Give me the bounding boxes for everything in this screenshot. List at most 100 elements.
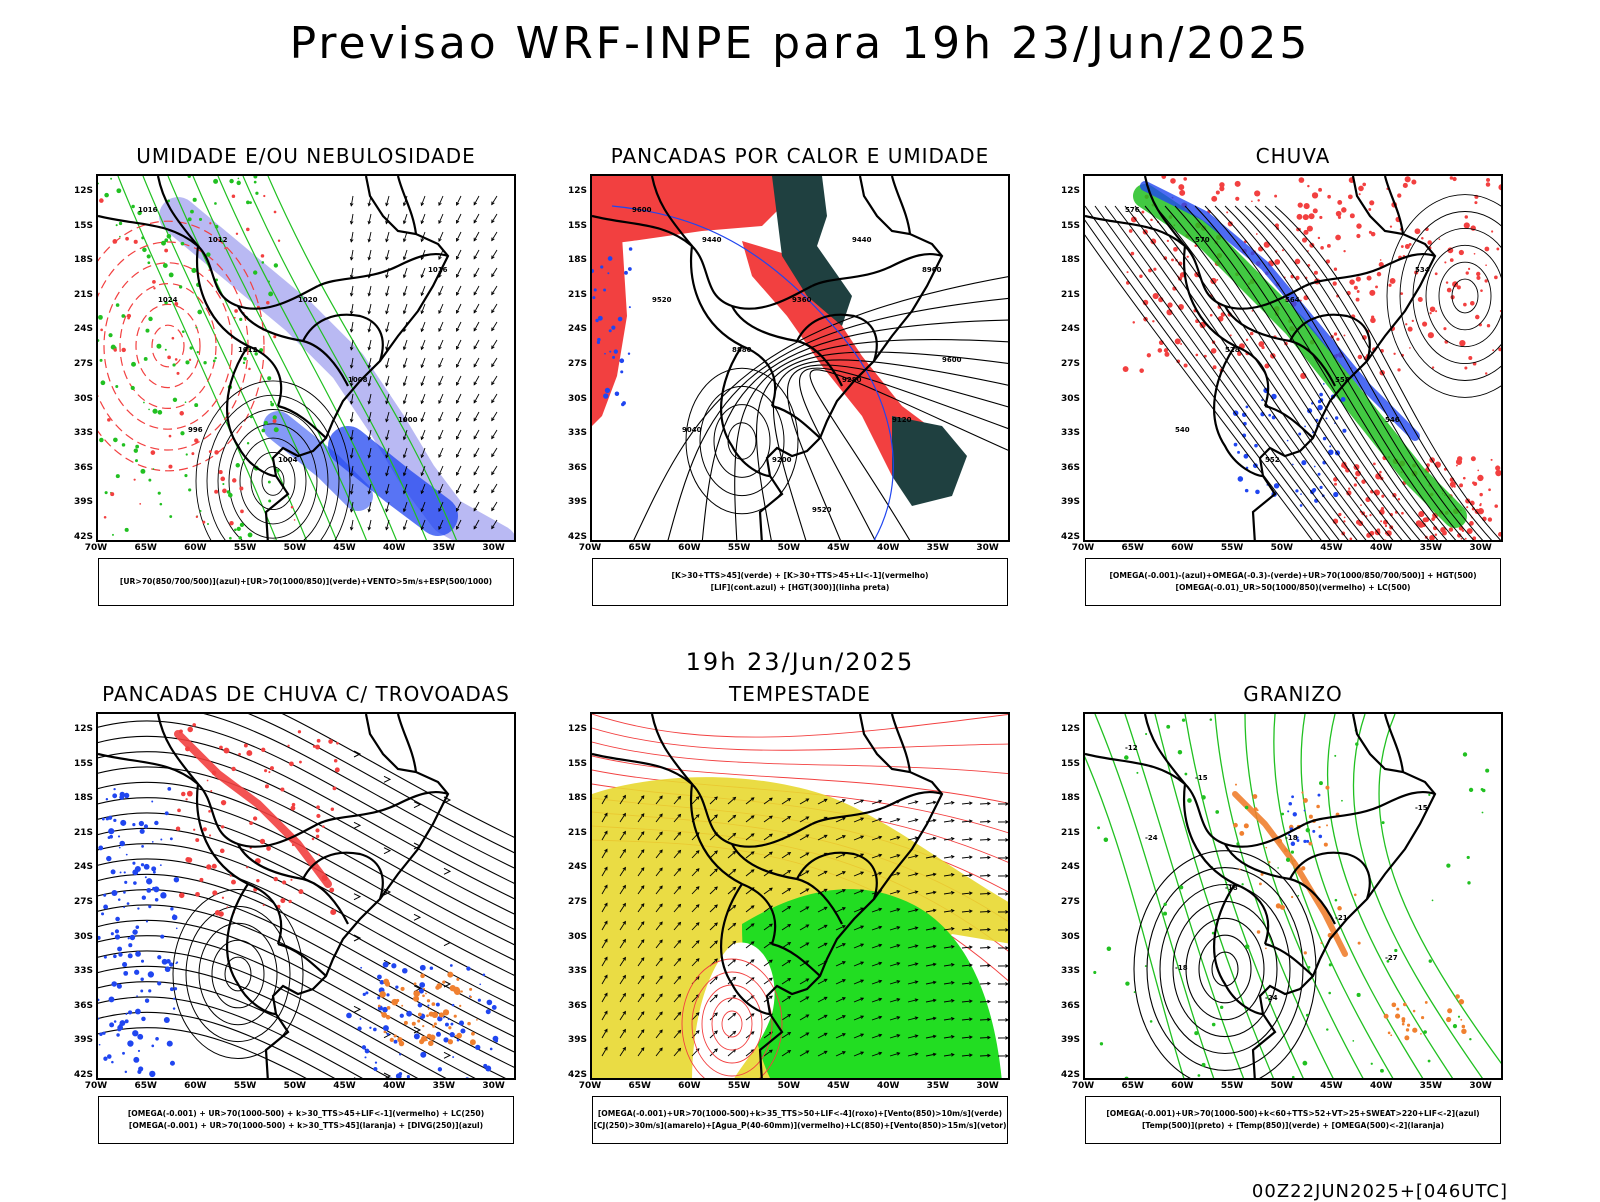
lat-tick-label: 15S [1050, 221, 1080, 231]
lat-tick-label: 33S [63, 966, 93, 976]
lon-tick-label: 70W [575, 1081, 605, 1091]
contour-label: 528 [1225, 346, 1240, 354]
lat-tick-label: 30S [1050, 394, 1080, 404]
lon-tick-label: 55W [724, 543, 754, 553]
lat-tick-label: 33S [1050, 428, 1080, 438]
legend-line: [K>30+TTS>45](verde) + [K>30+TTS>45+LI<-… [671, 570, 928, 582]
contour-label: 1012 [208, 236, 227, 244]
model-run-label: 00Z22JUN2025+[046UTC] [1252, 1181, 1508, 1202]
lon-tick-label: 35W [1416, 1081, 1446, 1091]
contour-label: 9280 [842, 376, 861, 384]
contour-label: 552 [1265, 456, 1280, 464]
contour-label: 9440 [852, 236, 871, 244]
legend-granizo: [OMEGA(-0.001)+UR>70(1000-500)+k<60+TTS>… [1085, 1096, 1501, 1144]
lat-tick-label: 36S [63, 1001, 93, 1011]
legend-line: [OMEGA(-0.001) + UR>70(1000-500) + k>30_… [128, 1108, 484, 1120]
lat-tick-label: 18S [557, 793, 587, 803]
contour-label: 9120 [892, 416, 911, 424]
contour-label: 9200 [772, 456, 791, 464]
lat-tick-label: 24S [557, 862, 587, 872]
lat-tick-label: 33S [557, 966, 587, 976]
lat-tick-label: 27S [1050, 359, 1080, 369]
lat-tick-label: 42S [63, 1070, 93, 1080]
contour-label: 564 [1285, 296, 1300, 304]
lat-tick-label: 12S [557, 186, 587, 196]
legend-line: [OMEGA(-0.01)_UR>50(1000/850)(vermelho) … [1176, 582, 1411, 594]
map-panel-trovoadas [96, 712, 516, 1080]
legend-line: [Temp(500)](preto) + [Temp(850)](verde) … [1142, 1120, 1444, 1132]
lon-tick-label: 55W [1217, 543, 1247, 553]
lon-tick-label: 35W [429, 543, 459, 553]
lon-tick-label: 30W [479, 1081, 509, 1091]
contour-label: -15 [1195, 774, 1208, 782]
lat-tick-label: 33S [1050, 966, 1080, 976]
panel-title-chuva: CHUVA [1083, 144, 1503, 168]
panel-title-granizo: GRANIZO [1083, 682, 1503, 706]
contour-label: 576 [1125, 206, 1140, 214]
lon-tick-label: 50W [280, 543, 310, 553]
lat-tick-label: 24S [63, 324, 93, 334]
lon-tick-label: 55W [1217, 1081, 1247, 1091]
legend-umidade: [UR>70(850/700/500)](azul)+[UR>70(1000/8… [98, 558, 514, 606]
contour-label: 1024 [158, 296, 177, 304]
lon-tick-label: 60W [180, 543, 210, 553]
contour-label: 1016 [138, 206, 157, 214]
lat-tick-label: 30S [63, 394, 93, 404]
contour-label: -21 [1335, 914, 1348, 922]
lat-tick-label: 36S [557, 463, 587, 473]
contour-label: 540 [1175, 426, 1190, 434]
lon-tick-label: 50W [774, 1081, 804, 1091]
lat-tick-label: 15S [63, 759, 93, 769]
contour-label: 9040 [682, 426, 701, 434]
legend-line: [CJ(250)>30m/s](amarelo)+[Agua_P(40-60mm… [593, 1120, 1006, 1132]
lat-tick-label: 27S [1050, 897, 1080, 907]
lon-tick-label: 65W [1118, 543, 1148, 553]
lon-tick-label: 65W [131, 543, 161, 553]
map-plot-tempestade [592, 714, 1010, 1080]
lon-tick-label: 35W [1416, 543, 1446, 553]
lat-tick-label: 21S [557, 828, 587, 838]
lat-tick-label: 24S [1050, 862, 1080, 872]
lon-tick-label: 30W [1466, 543, 1496, 553]
lat-tick-label: 24S [557, 324, 587, 334]
contour-label: -12 [1125, 744, 1138, 752]
lat-tick-label: 27S [557, 897, 587, 907]
lon-tick-label: 45W [824, 543, 854, 553]
legend-trovoadas: [OMEGA(-0.001) + UR>70(1000-500) + k>30_… [98, 1096, 514, 1144]
contour-label: -24 [1265, 994, 1278, 1002]
lat-tick-label: 18S [63, 255, 93, 265]
lon-tick-label: 70W [81, 1081, 111, 1091]
lon-tick-label: 40W [873, 1081, 903, 1091]
lon-tick-label: 65W [625, 1081, 655, 1091]
lon-tick-label: 65W [131, 1081, 161, 1091]
lat-tick-label: 21S [557, 290, 587, 300]
contour-label: -18 [1285, 834, 1298, 842]
lat-tick-label: 30S [63, 932, 93, 942]
lat-tick-label: 15S [557, 221, 587, 231]
lon-tick-label: 70W [1068, 1081, 1098, 1091]
legend-line: [UR>70(850/700/500)](azul)+[UR>70(1000/8… [120, 576, 492, 588]
lat-tick-label: 18S [557, 255, 587, 265]
lat-tick-label: 18S [63, 793, 93, 803]
contour-label: 8960 [922, 266, 941, 274]
lon-tick-label: 40W [1366, 543, 1396, 553]
lat-tick-label: 30S [1050, 932, 1080, 942]
lon-tick-label: 45W [1317, 543, 1347, 553]
panel-title-umidade: UMIDADE E/OU NEBULOSIDADE [96, 144, 516, 168]
lat-tick-label: 39S [1050, 1035, 1080, 1045]
lon-tick-label: 35W [923, 543, 953, 553]
lat-tick-label: 12S [63, 186, 93, 196]
lat-tick-label: 18S [1050, 793, 1080, 803]
panel-title-tempestade: TEMPESTADE [590, 682, 1010, 706]
lon-tick-label: 55W [230, 1081, 260, 1091]
lat-tick-label: 24S [63, 862, 93, 872]
lon-tick-label: 70W [575, 543, 605, 553]
map-panel-tempestade [590, 712, 1010, 1080]
lat-tick-label: 12S [63, 724, 93, 734]
lon-tick-label: 50W [774, 543, 804, 553]
lat-tick-label: 36S [1050, 1001, 1080, 1011]
contour-label: 1012 [238, 346, 257, 354]
contour-label: 9520 [812, 506, 831, 514]
contour-label: 1016 [428, 266, 447, 274]
